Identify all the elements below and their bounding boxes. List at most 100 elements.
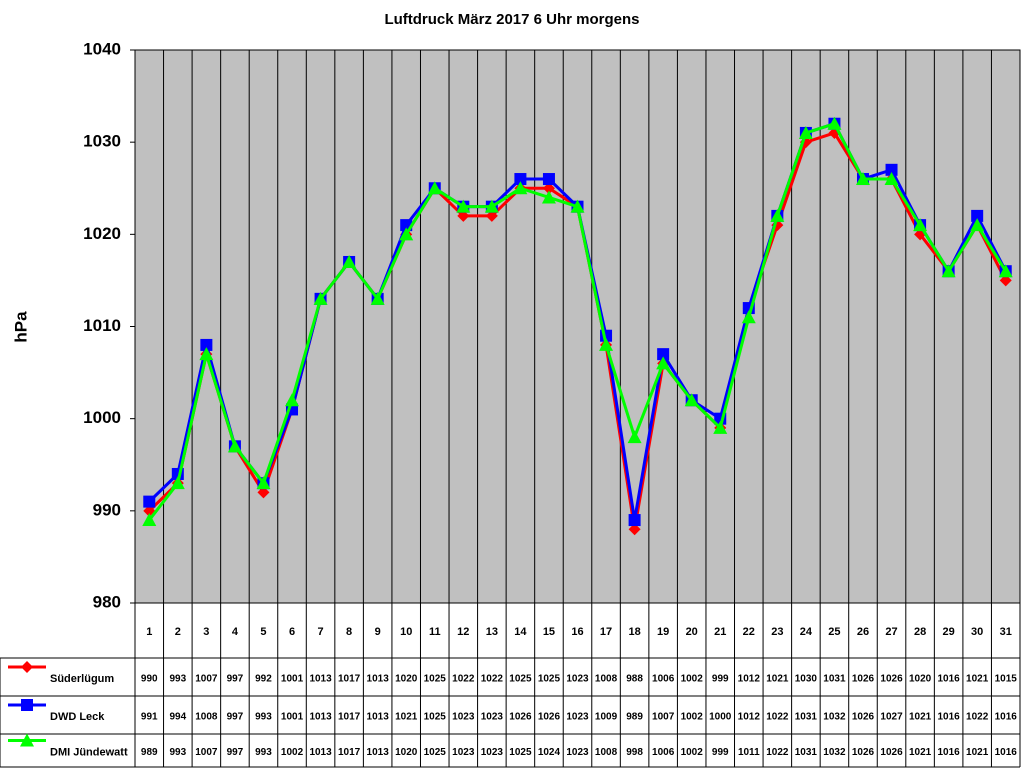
table-value: 1008 — [595, 747, 618, 758]
x-tick-label: 7 — [318, 626, 324, 638]
marker — [998, 264, 1013, 278]
marker — [713, 420, 728, 434]
table-value: 1013 — [367, 747, 390, 758]
table-value: 1026 — [509, 712, 532, 723]
table-value: 997 — [227, 747, 244, 758]
table-value: 1017 — [338, 712, 361, 723]
table-value: 1012 — [738, 712, 761, 723]
table-value: 1027 — [880, 712, 903, 723]
table-value: 1022 — [481, 674, 504, 685]
marker — [657, 348, 670, 361]
marker — [484, 199, 499, 213]
x-tick-label: 25 — [828, 626, 840, 638]
table-value: 1026 — [852, 712, 875, 723]
chart-title: Luftdruck März 2017 6 Uhr morgens — [384, 11, 639, 28]
y-tick-label: 980 — [93, 592, 121, 611]
table-value: 992 — [255, 674, 272, 685]
marker — [514, 173, 527, 186]
table-value: 1023 — [481, 712, 504, 723]
table-value: 997 — [227, 674, 244, 685]
marker — [884, 172, 899, 186]
table-value: 1013 — [309, 674, 332, 685]
marker — [770, 208, 785, 222]
marker — [143, 495, 156, 508]
table-value: 1008 — [595, 674, 618, 685]
table-value: 1023 — [481, 747, 504, 758]
x-tick-label: 19 — [657, 626, 669, 638]
table-value: 989 — [141, 747, 158, 758]
marker — [21, 699, 33, 711]
table-value: 1025 — [538, 674, 561, 685]
x-tick-label: 1 — [146, 626, 152, 638]
marker — [399, 227, 414, 241]
y-axis-title: hPa — [11, 311, 30, 343]
table-value: 1025 — [424, 674, 447, 685]
table-value: 1025 — [424, 747, 447, 758]
table-value: 1013 — [309, 747, 332, 758]
legend-label: Süderlügum — [50, 673, 114, 685]
y-tick-label: 1000 — [83, 408, 121, 427]
table-value: 1016 — [938, 712, 961, 723]
table-value: 1007 — [195, 747, 218, 758]
table-value: 999 — [712, 747, 729, 758]
marker — [541, 190, 556, 204]
table-value: 1013 — [309, 712, 332, 723]
marker — [798, 125, 813, 139]
table-value: 1006 — [652, 674, 675, 685]
marker — [20, 733, 34, 747]
table-value: 999 — [712, 674, 729, 685]
x-tick-label: 17 — [600, 626, 612, 638]
table-value: 1023 — [566, 712, 589, 723]
marker — [485, 209, 498, 222]
marker — [599, 337, 614, 351]
table-value: 990 — [141, 674, 158, 685]
table-value: 1031 — [795, 747, 818, 758]
table-value: 1001 — [281, 674, 304, 685]
marker — [285, 393, 300, 407]
x-tick-label: 9 — [375, 626, 381, 638]
table-value: 1021 — [395, 712, 418, 723]
x-tick-label: 15 — [543, 626, 555, 638]
table-value: 1000 — [709, 712, 732, 723]
table-value: 1007 — [195, 674, 218, 685]
legend-label: DMI Jündewatt — [50, 746, 128, 758]
table-value: 1023 — [566, 747, 589, 758]
marker — [542, 182, 555, 195]
marker — [370, 291, 385, 305]
marker — [427, 181, 442, 195]
marker — [827, 116, 842, 130]
table-value: 1022 — [766, 747, 789, 758]
marker — [542, 173, 555, 186]
x-tick-label: 21 — [714, 626, 726, 638]
x-tick-label: 22 — [743, 626, 755, 638]
table-value: 1031 — [795, 712, 818, 723]
y-tick-label: 1010 — [83, 316, 121, 335]
table-value: 988 — [626, 674, 643, 685]
x-tick-label: 29 — [943, 626, 955, 638]
marker — [256, 476, 271, 490]
plot-area — [134, 49, 1021, 604]
marker — [971, 209, 984, 222]
y-tick-label: 1030 — [83, 132, 121, 151]
table-value: 993 — [169, 747, 186, 758]
table-value: 1011 — [738, 747, 760, 758]
table-value: 1032 — [823, 712, 846, 723]
table-value: 1026 — [538, 712, 561, 723]
marker — [970, 218, 985, 232]
table-value: 1031 — [823, 674, 846, 685]
table-value: 1017 — [338, 674, 361, 685]
y-tick-label: 990 — [93, 500, 121, 519]
table-value: 1021 — [766, 674, 789, 685]
table-value: 1023 — [452, 712, 475, 723]
marker — [570, 199, 585, 213]
table-value: 1021 — [966, 747, 989, 758]
marker — [741, 310, 756, 324]
y-tick-label: 1040 — [83, 39, 121, 58]
y-tick-label: 1020 — [83, 224, 121, 243]
table-value: 1016 — [995, 747, 1018, 758]
marker — [342, 254, 357, 268]
table-value: 1021 — [909, 712, 932, 723]
table-value: 993 — [169, 674, 186, 685]
